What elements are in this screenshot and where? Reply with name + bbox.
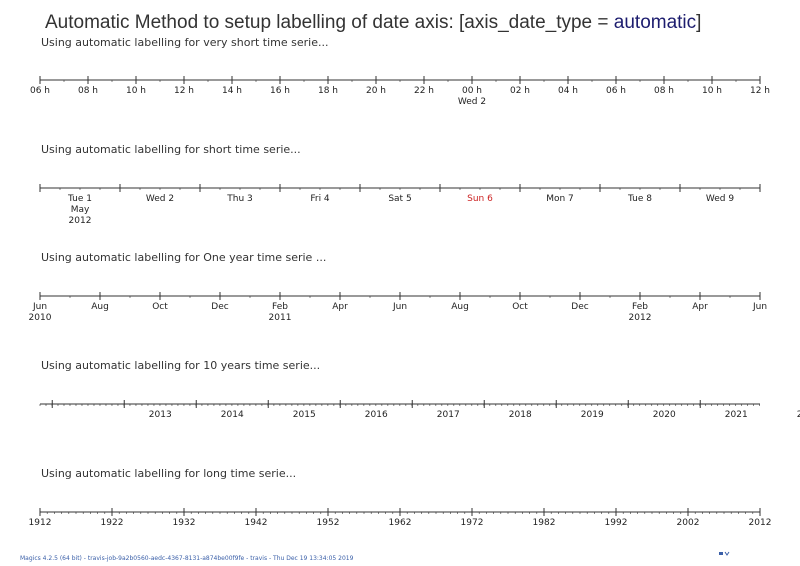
- tick-label: Apr: [332, 302, 348, 312]
- tick-label: May: [71, 205, 90, 215]
- page-title: Automatic Method to setup labelling of d…: [45, 12, 701, 34]
- tick-label: Wed 2: [458, 97, 486, 107]
- tick-label: 2013: [149, 410, 172, 420]
- tick-label: 2011: [269, 313, 292, 323]
- tick-label: 2012: [69, 216, 92, 226]
- tick-label: Jun: [32, 302, 47, 312]
- tick-label: Aug: [91, 302, 109, 312]
- tick-label: 2012: [749, 518, 772, 528]
- tick-label: 2019: [581, 410, 604, 420]
- tick-label: 00 h: [462, 86, 482, 96]
- title-prefix: Automatic Method to setup labelling of d…: [45, 12, 614, 33]
- tick-label: 2016: [365, 410, 388, 420]
- tick-label: 22 h: [414, 86, 434, 96]
- tick-label: 2002: [677, 518, 700, 528]
- tick-label: 02 h: [510, 86, 530, 96]
- tick-label: 10 h: [126, 86, 146, 96]
- tick-label: 2022: [797, 410, 800, 420]
- tick-label: Aug: [451, 302, 469, 312]
- tick-label: 2012: [629, 313, 652, 323]
- tick-label: Sun 6: [467, 194, 493, 204]
- tick-label: 1932: [173, 518, 196, 528]
- tick-label: 14 h: [222, 86, 242, 96]
- tick-label: 1982: [533, 518, 556, 528]
- tick-label: Oct: [152, 302, 168, 312]
- tick-label: Thu 3: [226, 194, 253, 204]
- section-label-very-short: Using automatic labelling for very short…: [41, 36, 329, 49]
- tick-label: 1952: [317, 518, 340, 528]
- tick-label: Jun: [752, 302, 767, 312]
- tick-label: 2015: [293, 410, 316, 420]
- tick-label: Oct: [512, 302, 528, 312]
- footer-text: Magics 4.2.5 (64 bit) - travis-job-9a2b0…: [20, 555, 354, 562]
- tick-label: 1962: [389, 518, 412, 528]
- tick-label: Tue 8: [627, 194, 652, 204]
- section-label-ten-years: Using automatic labelling for 10 years t…: [41, 359, 321, 372]
- tick-label: 2014: [221, 410, 244, 420]
- tick-label: 2021: [725, 410, 748, 420]
- tick-label: 08 h: [654, 86, 674, 96]
- tick-label: Fri 4: [310, 194, 330, 204]
- tick-label: Apr: [692, 302, 708, 312]
- section-label-one-year: Using automatic labelling for One year t…: [41, 251, 327, 264]
- tick-label: 1942: [245, 518, 268, 528]
- title-suffix: ]: [696, 12, 702, 33]
- tick-label: 08 h: [78, 86, 98, 96]
- tick-label: 2018: [509, 410, 532, 420]
- tick-label: Dec: [211, 302, 228, 312]
- tick-label: 06 h: [606, 86, 626, 96]
- tick-label: Wed 9: [706, 194, 734, 204]
- tick-label: 16 h: [270, 86, 290, 96]
- tick-label: 18 h: [318, 86, 338, 96]
- tick-label: Jun: [392, 302, 407, 312]
- tick-label: Feb: [632, 302, 648, 312]
- section-label-short: Using automatic labelling for short time…: [41, 143, 301, 156]
- tick-label: Wed 2: [146, 194, 174, 204]
- tick-label: Tue 1: [67, 194, 92, 204]
- tick-label: Dec: [571, 302, 588, 312]
- magics-logo-icon: [719, 551, 730, 556]
- tick-label: 2020: [653, 410, 676, 420]
- tick-label: 1912: [29, 518, 52, 528]
- tick-label: 10 h: [702, 86, 722, 96]
- section-label-long: Using automatic labelling for long time …: [41, 467, 297, 480]
- title-highlight: automatic: [613, 12, 697, 33]
- tick-label: Sat 5: [388, 194, 411, 204]
- tick-label: 12 h: [174, 86, 194, 96]
- tick-label: 1992: [605, 518, 628, 528]
- tick-label: 12 h: [750, 86, 770, 96]
- tick-label: Feb: [272, 302, 288, 312]
- tick-label: 20 h: [366, 86, 386, 96]
- tick-label: Mon 7: [546, 194, 574, 204]
- tick-label: 2010: [29, 313, 52, 323]
- tick-label: 06 h: [30, 86, 50, 96]
- tick-label: 1922: [101, 518, 124, 528]
- tick-label: 2017: [437, 410, 460, 420]
- tick-label: 1972: [461, 518, 484, 528]
- tick-label: 04 h: [558, 86, 578, 96]
